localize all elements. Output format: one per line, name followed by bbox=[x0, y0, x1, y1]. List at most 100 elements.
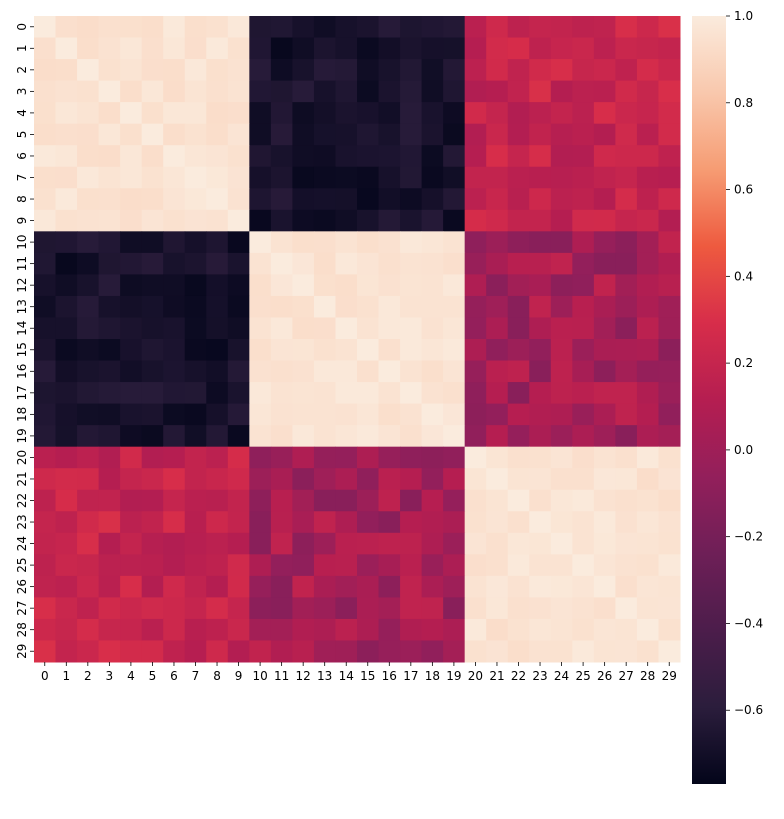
y-tick-label: 8 bbox=[15, 195, 29, 203]
heatmap-cell bbox=[163, 188, 186, 211]
heatmap-cell bbox=[141, 123, 164, 146]
heatmap-cell bbox=[658, 16, 681, 39]
y-tick-label: 3 bbox=[15, 88, 29, 96]
heatmap-cell bbox=[98, 403, 121, 426]
heatmap-cell bbox=[163, 339, 186, 362]
heatmap-cell bbox=[357, 274, 380, 297]
heatmap-cell bbox=[55, 468, 78, 491]
heatmap-cell bbox=[400, 489, 423, 512]
heatmap-cell bbox=[120, 145, 143, 168]
heatmap-cell bbox=[77, 640, 100, 663]
heatmap-cell bbox=[77, 231, 100, 254]
heatmap-cell bbox=[335, 489, 358, 512]
heatmap-cell bbox=[593, 37, 616, 60]
heatmap-cell bbox=[636, 80, 659, 103]
heatmap-cell bbox=[249, 166, 272, 189]
heatmap-cell bbox=[163, 231, 186, 254]
heatmap-cell bbox=[378, 640, 401, 663]
heatmap-cell bbox=[98, 145, 121, 168]
heatmap-cell bbox=[34, 382, 57, 405]
heatmap-cell bbox=[421, 295, 444, 318]
x-tick-label: 26 bbox=[597, 669, 612, 683]
heatmap-cell bbox=[141, 188, 164, 211]
heatmap-cell bbox=[270, 425, 293, 448]
heatmap-cell bbox=[34, 123, 57, 146]
heatmap-cell bbox=[227, 618, 250, 641]
heatmap-cell bbox=[443, 468, 466, 491]
heatmap-cell bbox=[270, 360, 293, 383]
heatmap-cell bbox=[529, 295, 552, 318]
y-tick-label: 2 bbox=[15, 66, 29, 74]
heatmap-cell bbox=[206, 618, 229, 641]
heatmap-cell bbox=[335, 403, 358, 426]
heatmap-cell bbox=[378, 468, 401, 491]
heatmap-cell bbox=[163, 145, 186, 168]
heatmap-cell bbox=[464, 446, 487, 469]
heatmap-cell bbox=[184, 59, 207, 82]
heatmap-cell bbox=[615, 640, 638, 663]
heatmap-cell bbox=[507, 252, 530, 275]
heatmap-cell bbox=[249, 468, 272, 491]
heatmap-cell bbox=[184, 231, 207, 254]
heatmap-cell bbox=[464, 80, 487, 103]
heatmap-cell bbox=[486, 123, 509, 146]
heatmap-cell bbox=[507, 231, 530, 254]
heatmap-cell bbox=[249, 252, 272, 275]
heatmap-cell bbox=[55, 231, 78, 254]
heatmap-cell bbox=[34, 274, 57, 297]
heatmap-cell bbox=[227, 102, 250, 125]
heatmap-cell bbox=[335, 554, 358, 577]
heatmap-cell bbox=[292, 360, 315, 383]
heatmap-cell bbox=[184, 145, 207, 168]
heatmap-cell bbox=[593, 554, 616, 577]
heatmap-cell bbox=[55, 295, 78, 318]
x-tick-label: 24 bbox=[554, 669, 569, 683]
heatmap-cell bbox=[421, 597, 444, 620]
heatmap-cell bbox=[77, 59, 100, 82]
heatmap-cell bbox=[572, 511, 595, 534]
heatmap-cell bbox=[378, 382, 401, 405]
heatmap-cell bbox=[292, 403, 315, 426]
heatmap-cell bbox=[507, 123, 530, 146]
heatmap-cell bbox=[529, 489, 552, 512]
heatmap-cell bbox=[357, 145, 380, 168]
heatmap-cell bbox=[507, 188, 530, 211]
heatmap-cell bbox=[249, 403, 272, 426]
heatmap-cell bbox=[292, 231, 315, 254]
heatmap-cell bbox=[249, 446, 272, 469]
heatmap-cell bbox=[357, 554, 380, 577]
heatmap-cell bbox=[507, 102, 530, 125]
heatmap-cell bbox=[486, 575, 509, 598]
heatmap-cell bbox=[443, 532, 466, 555]
x-tick-label: 5 bbox=[149, 669, 157, 683]
heatmap-cell bbox=[357, 618, 380, 641]
heatmap-cell bbox=[593, 382, 616, 405]
heatmap-cell bbox=[615, 209, 638, 232]
heatmap-cell bbox=[464, 231, 487, 254]
heatmap-cell bbox=[206, 640, 229, 663]
heatmap-cell bbox=[313, 554, 336, 577]
heatmap-cell bbox=[335, 231, 358, 254]
heatmap-cell bbox=[249, 80, 272, 103]
heatmap-cell bbox=[400, 188, 423, 211]
heatmap-cell bbox=[313, 532, 336, 555]
heatmap-cell bbox=[658, 166, 681, 189]
heatmap-cell bbox=[443, 188, 466, 211]
heatmap-cell bbox=[270, 554, 293, 577]
heatmap-cell bbox=[55, 618, 78, 641]
heatmap-cell bbox=[77, 145, 100, 168]
heatmap-cell bbox=[335, 468, 358, 491]
heatmap-cell bbox=[550, 252, 573, 275]
heatmap-cell bbox=[658, 188, 681, 211]
heatmap-cell bbox=[98, 554, 121, 577]
heatmap-cell bbox=[292, 16, 315, 39]
heatmap-cell bbox=[249, 145, 272, 168]
heatmap-cell bbox=[227, 231, 250, 254]
heatmap-cell bbox=[400, 382, 423, 405]
heatmap-cell bbox=[658, 554, 681, 577]
heatmap-cell bbox=[615, 425, 638, 448]
heatmap-cell bbox=[141, 231, 164, 254]
heatmap-cell bbox=[249, 489, 272, 512]
heatmap-cell bbox=[507, 597, 530, 620]
heatmap-cell bbox=[400, 145, 423, 168]
